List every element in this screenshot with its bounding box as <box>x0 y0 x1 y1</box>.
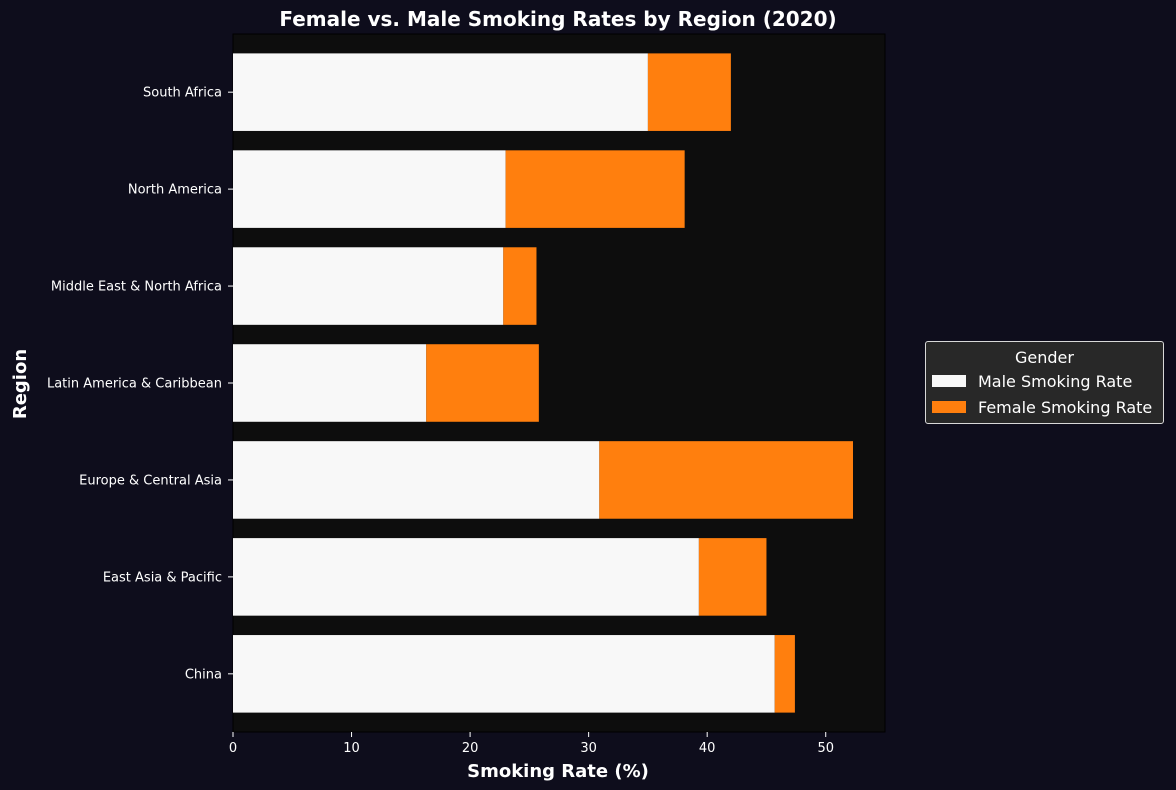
bar-female-europe-central-asia <box>599 441 853 519</box>
x-tick-label: 0 <box>229 741 237 756</box>
chart-title: Female vs. Male Smoking Rates by Region … <box>279 7 836 31</box>
bar-female-china <box>774 635 795 713</box>
bar-male-latin-america-caribbean <box>233 344 427 422</box>
bar-female-east-asia-pacific <box>698 538 767 616</box>
x-tick-label: 20 <box>462 741 479 756</box>
legend-item-male: Male Smoking Rate <box>926 368 1163 394</box>
legend-label-female: Female Smoking Rate <box>978 397 1153 417</box>
y-tick-label: North America <box>128 183 222 198</box>
bar-female-north-america <box>505 150 685 228</box>
y-tick-label: China <box>185 667 222 682</box>
y-tick-label: South Africa <box>143 86 222 101</box>
legend-title: Gender <box>1015 348 1074 367</box>
y-tick-label: East Asia & Pacific <box>103 570 222 585</box>
bar-male-south-africa <box>233 53 648 131</box>
bar-female-middle-east-north-africa <box>503 247 537 325</box>
x-tick-label: 10 <box>343 741 360 756</box>
y-axis-label: Region <box>10 349 31 419</box>
bar-male-middle-east-north-africa <box>233 247 504 325</box>
bar-male-europe-central-asia <box>233 441 600 519</box>
y-tick-label: Europe & Central Asia <box>79 473 222 488</box>
legend: Gender Male Smoking Rate Female Smoking … <box>925 341 1164 424</box>
legend-swatch-female <box>932 401 966 413</box>
bar-male-china <box>233 635 775 713</box>
y-tick-label: Latin America & Caribbean <box>47 377 222 392</box>
bar-male-east-asia-pacific <box>233 538 699 616</box>
legend-item-female: Female Smoking Rate <box>926 394 1163 420</box>
bar-male-north-america <box>233 150 506 228</box>
x-tick-label: 40 <box>699 741 716 756</box>
x-tick-label: 50 <box>817 741 834 756</box>
x-axis-label: Smoking Rate (%) <box>467 761 649 782</box>
y-tick-label: Middle East & North Africa <box>51 280 222 295</box>
x-tick-label: 30 <box>580 741 597 756</box>
legend-swatch-male <box>932 375 966 387</box>
bar-female-south-africa <box>647 53 731 131</box>
legend-label-male: Male Smoking Rate <box>978 371 1133 391</box>
bar-female-latin-america-caribbean <box>426 344 539 422</box>
